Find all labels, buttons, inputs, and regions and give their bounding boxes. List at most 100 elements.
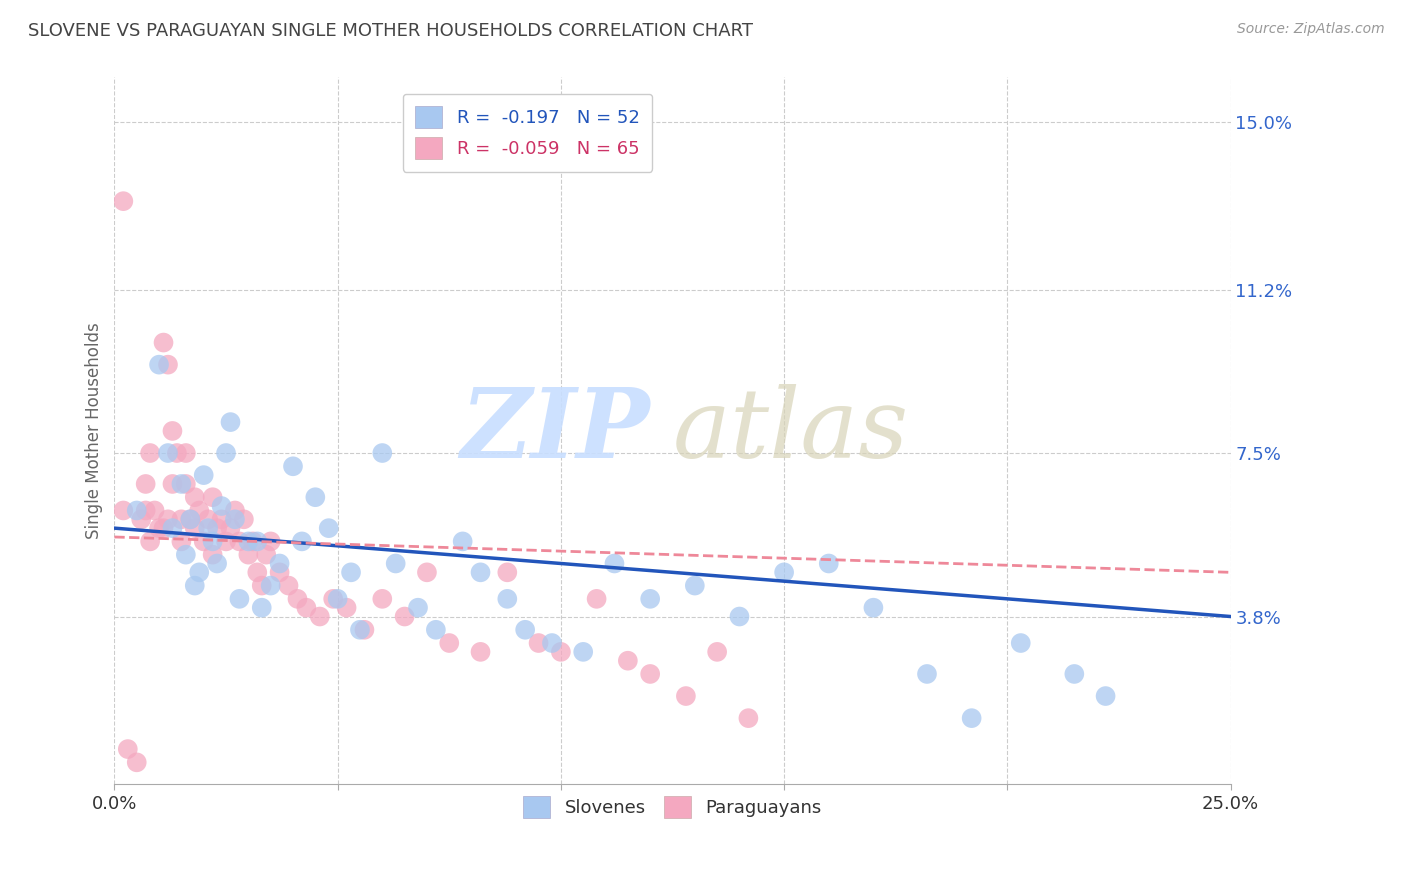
Point	[184, 521, 207, 535]
Point	[156, 512, 179, 526]
Point	[139, 534, 162, 549]
Point	[308, 609, 330, 624]
Point	[322, 591, 344, 606]
Point	[188, 566, 211, 580]
Point	[304, 490, 326, 504]
Point	[174, 477, 197, 491]
Point	[215, 534, 238, 549]
Point	[228, 591, 250, 606]
Point	[184, 490, 207, 504]
Point	[496, 591, 519, 606]
Point	[862, 600, 884, 615]
Point	[170, 534, 193, 549]
Point	[232, 512, 254, 526]
Point	[170, 512, 193, 526]
Point	[638, 591, 661, 606]
Point	[527, 636, 550, 650]
Point	[156, 446, 179, 460]
Point	[451, 534, 474, 549]
Point	[371, 446, 394, 460]
Point	[706, 645, 728, 659]
Point	[148, 358, 170, 372]
Legend: Slovenes, Paraguayans: Slovenes, Paraguayans	[516, 789, 830, 825]
Point	[287, 591, 309, 606]
Point	[224, 503, 246, 517]
Point	[384, 557, 406, 571]
Point	[242, 534, 264, 549]
Point	[125, 503, 148, 517]
Point	[250, 600, 273, 615]
Point	[269, 566, 291, 580]
Point	[683, 578, 706, 592]
Point	[817, 557, 839, 571]
Point	[117, 742, 139, 756]
Point	[541, 636, 564, 650]
Point	[960, 711, 983, 725]
Point	[184, 578, 207, 592]
Point	[197, 521, 219, 535]
Point	[162, 521, 184, 535]
Point	[394, 609, 416, 624]
Point	[205, 521, 228, 535]
Text: ZIP: ZIP	[461, 384, 650, 478]
Point	[193, 468, 215, 483]
Point	[1094, 689, 1116, 703]
Point	[112, 503, 135, 517]
Point	[174, 548, 197, 562]
Point	[675, 689, 697, 703]
Point	[139, 446, 162, 460]
Point	[439, 636, 461, 650]
Point	[162, 424, 184, 438]
Point	[260, 578, 283, 592]
Point	[318, 521, 340, 535]
Point	[254, 548, 277, 562]
Text: SLOVENE VS PARAGUAYAN SINGLE MOTHER HOUSEHOLDS CORRELATION CHART: SLOVENE VS PARAGUAYAN SINGLE MOTHER HOUS…	[28, 22, 754, 40]
Y-axis label: Single Mother Households: Single Mother Households	[86, 323, 103, 540]
Point	[349, 623, 371, 637]
Point	[269, 557, 291, 571]
Point	[246, 534, 269, 549]
Point	[326, 591, 349, 606]
Point	[371, 591, 394, 606]
Point	[406, 600, 429, 615]
Text: atlas: atlas	[672, 384, 908, 478]
Point	[156, 358, 179, 372]
Point	[638, 667, 661, 681]
Point	[201, 534, 224, 549]
Point	[219, 521, 242, 535]
Point	[496, 566, 519, 580]
Point	[170, 477, 193, 491]
Point	[1063, 667, 1085, 681]
Point	[340, 566, 363, 580]
Point	[228, 534, 250, 549]
Point	[603, 557, 626, 571]
Text: Source: ZipAtlas.com: Source: ZipAtlas.com	[1237, 22, 1385, 37]
Point	[179, 512, 201, 526]
Point	[219, 415, 242, 429]
Point	[335, 600, 357, 615]
Point	[238, 534, 260, 549]
Point	[179, 512, 201, 526]
Point	[188, 503, 211, 517]
Point	[148, 521, 170, 535]
Point	[152, 521, 174, 535]
Point	[281, 459, 304, 474]
Point	[211, 512, 233, 526]
Point	[572, 645, 595, 659]
Point	[201, 490, 224, 504]
Point	[125, 756, 148, 770]
Point	[617, 654, 640, 668]
Point	[260, 534, 283, 549]
Point	[205, 557, 228, 571]
Point	[277, 578, 299, 592]
Point	[152, 335, 174, 350]
Point	[201, 548, 224, 562]
Point	[353, 623, 375, 637]
Point	[585, 591, 607, 606]
Point	[238, 548, 260, 562]
Point	[291, 534, 314, 549]
Point	[773, 566, 796, 580]
Point	[174, 446, 197, 460]
Point	[129, 512, 152, 526]
Point	[215, 446, 238, 460]
